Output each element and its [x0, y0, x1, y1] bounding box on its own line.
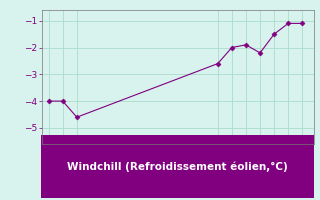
X-axis label: Windchill (Refroidissement éolien,°C): Windchill (Refroidissement éolien,°C): [67, 161, 288, 172]
